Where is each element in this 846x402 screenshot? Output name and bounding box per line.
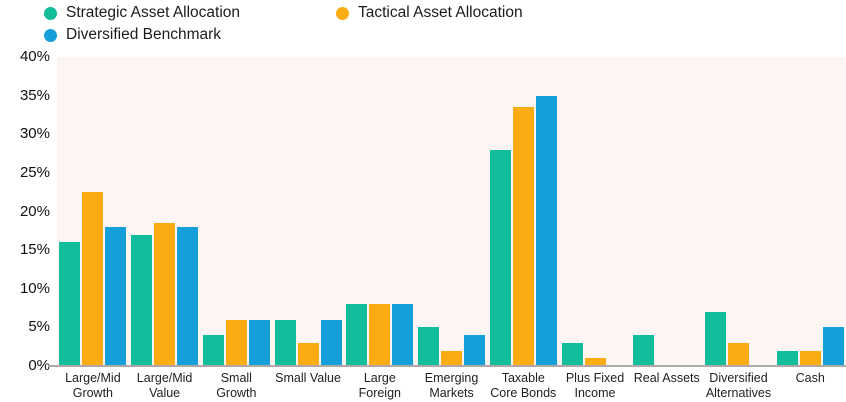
y-tick-label: 15% xyxy=(19,241,50,259)
bar xyxy=(418,327,440,366)
bar xyxy=(561,342,583,366)
bar-group xyxy=(559,57,631,366)
x-axis-baseline xyxy=(48,365,846,367)
bar xyxy=(633,335,655,366)
bar xyxy=(82,192,104,366)
plot-area xyxy=(48,57,846,367)
y-tick-label: 0% xyxy=(28,357,50,374)
legend-item-0: Strategic Asset Allocation xyxy=(44,4,336,22)
x-tick-label: Emerging Markets xyxy=(424,371,479,400)
legend-label: Diversified Benchmark xyxy=(66,26,222,43)
bar xyxy=(727,342,749,366)
bar xyxy=(346,304,368,366)
y-tick-label: 5% xyxy=(28,318,50,336)
bar-group xyxy=(703,57,775,366)
bar-group xyxy=(631,57,703,366)
bar xyxy=(202,335,224,366)
y-tick-label: 10% xyxy=(19,279,50,297)
bar-group xyxy=(416,57,488,366)
y-tick-label: 20% xyxy=(19,202,50,220)
bar xyxy=(584,358,606,366)
bar xyxy=(799,350,821,366)
chart-legend: Strategic Asset Allocation Tactical Asset… xyxy=(44,4,523,44)
legend-dot-icon xyxy=(336,6,349,20)
bar-group xyxy=(774,57,846,366)
x-tick-label: Small Growth xyxy=(216,371,257,400)
bar-groups-container xyxy=(57,57,846,366)
bar xyxy=(225,319,247,366)
bar xyxy=(248,319,270,366)
bar xyxy=(464,335,486,366)
x-tick-label: Diversified Alternatives xyxy=(705,371,772,400)
bar xyxy=(177,226,199,366)
legend-item-1: Tactical Asset Allocation xyxy=(336,4,523,22)
bar xyxy=(392,304,414,366)
x-tick-label: Large Foreign xyxy=(358,371,401,400)
bar xyxy=(154,223,176,366)
legend-dot-icon xyxy=(44,6,57,20)
x-tick-label: Large/Mid Value xyxy=(136,371,193,400)
bar xyxy=(105,226,127,366)
x-tick-label: Real Assets xyxy=(633,371,700,385)
bar-group xyxy=(129,57,201,366)
bar xyxy=(297,342,319,366)
legend-label: Strategic Asset Allocation xyxy=(66,4,241,21)
bar xyxy=(369,304,391,366)
bar xyxy=(59,242,81,366)
bar-group xyxy=(487,57,559,366)
bar xyxy=(320,319,342,366)
bar xyxy=(822,327,844,366)
bar xyxy=(489,149,511,366)
x-tick-label: Small Value xyxy=(275,371,341,385)
bar xyxy=(704,311,726,366)
bar xyxy=(512,107,534,366)
y-tick-label: 35% xyxy=(19,86,50,104)
bar-group xyxy=(344,57,416,366)
bar-group xyxy=(200,57,272,366)
bar-group xyxy=(272,57,344,366)
y-tick-label: 25% xyxy=(19,163,50,181)
legend-item-2: Diversified Benchmark xyxy=(44,26,336,44)
legend-dot-icon xyxy=(44,28,57,42)
bar-group xyxy=(57,57,129,366)
x-axis: Large/Mid Growth Large/Mid Value Small Gro… xyxy=(57,371,846,401)
bar xyxy=(535,95,557,366)
bar xyxy=(131,234,153,366)
y-tick-label: 30% xyxy=(19,125,50,143)
bar xyxy=(776,350,798,366)
x-tick-label: Cash xyxy=(795,371,825,385)
x-tick-label: Plus Fixed Income xyxy=(565,371,625,400)
x-tick-label: Taxable Core Bonds xyxy=(490,371,557,400)
bar xyxy=(441,350,463,366)
x-tick-label: Large/Mid Growth xyxy=(65,371,121,400)
legend-label: Tactical Asset Allocation xyxy=(358,4,523,21)
bar xyxy=(274,319,296,366)
y-tick-label: 40% xyxy=(19,48,50,65)
